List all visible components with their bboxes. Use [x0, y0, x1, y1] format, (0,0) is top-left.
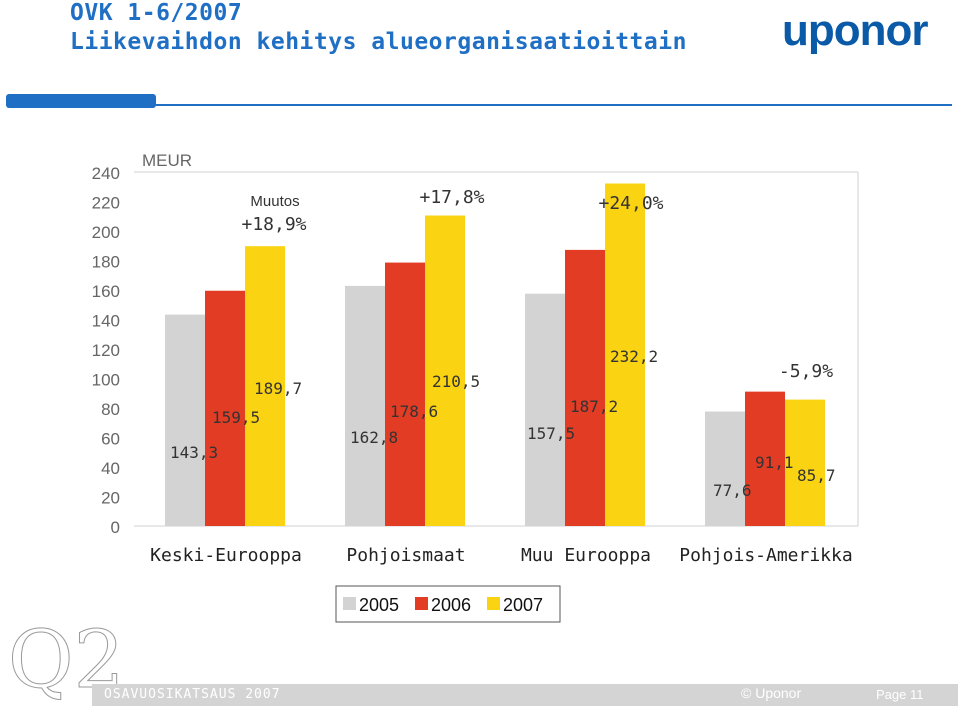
data-label-2006-1: 178,6	[390, 402, 438, 421]
data-label-2007-3: 85,7	[797, 466, 836, 485]
legend-swatch-2007	[487, 597, 500, 610]
y-tick-label: 180	[92, 253, 120, 272]
y-tick-label: 120	[92, 341, 120, 360]
y-tick-label: 240	[92, 164, 120, 183]
bar-2006-3	[745, 391, 785, 526]
data-label-2007-2: 232,2	[610, 347, 658, 366]
bar-2006-1	[385, 262, 425, 526]
footer-copyright: © Uponor	[741, 685, 802, 701]
bar-2006-2	[565, 249, 605, 526]
legend-box	[335, 585, 561, 623]
y-tick-label: 220	[92, 194, 120, 213]
data-label-2005-2: 157,5	[527, 424, 575, 443]
legend-label-2006: 2006	[431, 595, 471, 615]
page-title-line1: OVK 1-6/2007	[70, 0, 243, 26]
bar-2007-1	[425, 215, 465, 526]
footer-bar	[92, 684, 958, 706]
revenue-bar-chart: 0 20 40 60 80 100 120 140 160 180 200 220 240 MEUR 143…	[92, 151, 859, 623]
category-label-0: Keski-Eurooppa	[150, 545, 302, 566]
y-tick-label: 0	[111, 518, 120, 537]
change-annotation-1: +17,8%	[419, 187, 484, 208]
bar-2007-0	[245, 246, 285, 526]
bar-2005-0	[165, 314, 205, 526]
bar-2005-1	[345, 285, 385, 526]
data-label-2005-3: 77,6	[713, 481, 752, 500]
bar-2006-0	[205, 290, 245, 526]
change-caption: Muutos	[250, 193, 299, 210]
data-label-2006-2: 187,2	[570, 397, 618, 416]
category-label-3: Pohjois-Amerikka	[679, 545, 852, 566]
change-annotation-3: -5,9%	[779, 361, 833, 382]
y-tick-label: 160	[92, 282, 120, 301]
change-annotation-2: +24,0%	[598, 193, 663, 214]
title-rule	[156, 104, 952, 106]
legend-swatch-2005	[343, 597, 356, 610]
y-unit-label: MEUR	[142, 151, 192, 170]
data-label-2007-1: 210,5	[432, 372, 480, 391]
bar-2007-2	[605, 183, 645, 526]
bar-2005-3	[705, 411, 745, 526]
legend-swatch-2006	[415, 597, 428, 610]
change-annotation-0: +18,9%	[241, 214, 306, 235]
data-label-2005-1: 162,8	[350, 428, 398, 447]
data-label-2006-3: 91,1	[755, 453, 794, 472]
y-tick-label: 200	[92, 223, 120, 242]
y-tick-label: 100	[92, 371, 120, 390]
y-tick-label: 20	[101, 489, 120, 508]
y-tick-label: 40	[101, 459, 120, 478]
bar-2005-2	[525, 293, 565, 526]
y-tick-label: 80	[101, 400, 120, 419]
data-label-2007-0: 189,7	[254, 379, 302, 398]
legend-label-2007: 2007	[503, 595, 543, 615]
uponor-logo: uponor	[782, 6, 929, 55]
bar-2007-3	[785, 399, 825, 526]
legend-label-2005: 2005	[359, 595, 399, 615]
footer-page-number: Page 11	[876, 687, 924, 702]
y-tick-label: 60	[101, 430, 120, 449]
y-tick-label: 140	[92, 312, 120, 331]
page-title-line2: Liikevaihdon kehitys alueorganisaatioitt…	[70, 29, 687, 55]
data-label-2005-0: 143,3	[170, 443, 218, 462]
category-label-1: Pohjoismaat	[346, 545, 465, 566]
footer-section: OSAVUOSIKATSAUS 2007	[104, 687, 281, 702]
title-accent-bar	[6, 94, 156, 108]
data-label-2006-0: 159,5	[212, 408, 260, 427]
category-label-2: Muu Eurooppa	[521, 545, 651, 566]
